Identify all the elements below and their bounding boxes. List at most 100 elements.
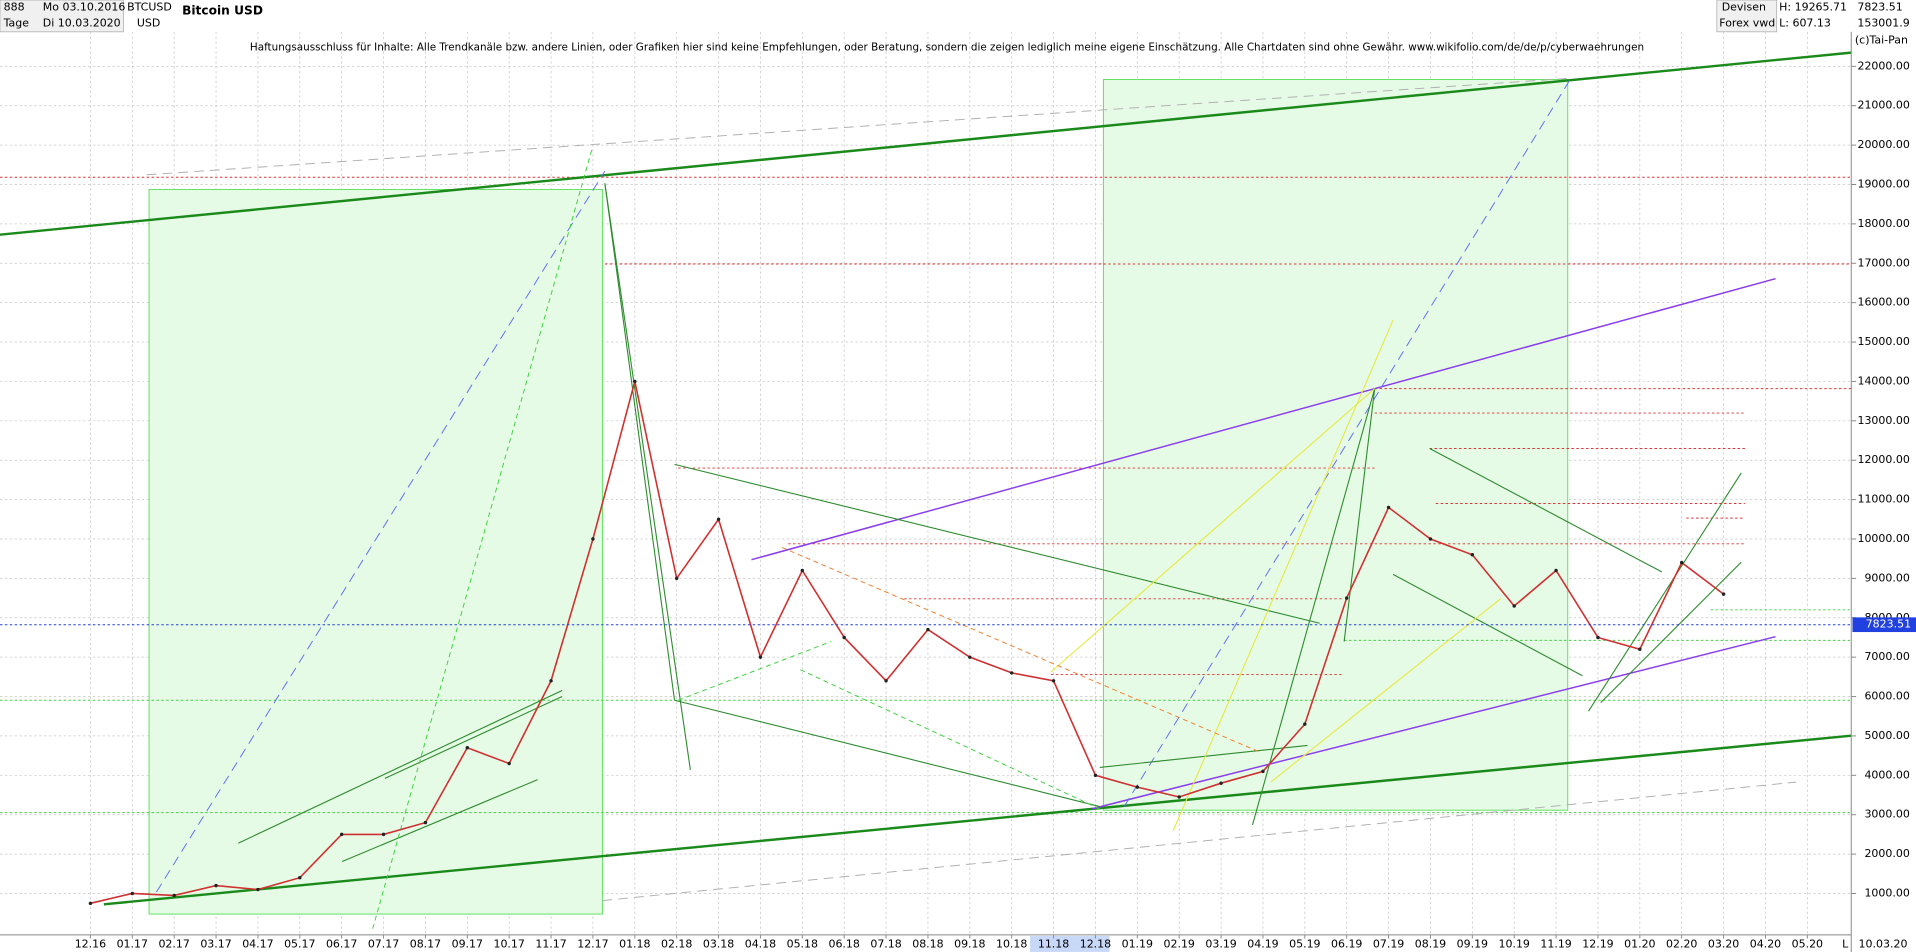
price-point	[423, 820, 428, 825]
y-tick-label: 17000.00	[1857, 256, 1909, 269]
x-tick-label: 03.19	[1205, 938, 1236, 951]
price-point	[1344, 596, 1349, 600]
x-tick-label: 04.19	[1247, 938, 1278, 951]
x-tick-label: 03.20	[1708, 938, 1739, 951]
price-point	[256, 887, 260, 892]
price-point	[1679, 560, 1684, 565]
trend-lines	[0, 51, 1852, 929]
period: Tage	[3, 16, 30, 29]
price-point	[1596, 635, 1600, 640]
x-tick-label: 01.18	[619, 938, 650, 951]
source: Forex vwd	[1719, 16, 1775, 29]
price-point	[884, 679, 888, 683]
x-tick-label: 11.19	[1540, 938, 1571, 951]
x-tick-label: 12.18	[1080, 938, 1111, 951]
x-tick-label: 10.17	[493, 938, 524, 951]
price-point	[674, 576, 679, 581]
x-tick-label: 08.19	[1415, 938, 1446, 951]
price-point	[1135, 785, 1140, 789]
x-tick-label: 09.17	[452, 938, 483, 951]
x-tick-label: 08.18	[912, 938, 943, 951]
price-point	[172, 893, 176, 898]
x-tick-label: 05.18	[787, 938, 818, 951]
header-box	[0, 0, 124, 33]
x-tick-label: 04.20	[1750, 938, 1781, 951]
x-tick-label: 06.17	[326, 938, 357, 951]
y-tick-label: 9000.00	[1864, 571, 1909, 584]
price-point	[214, 883, 218, 888]
y-tick-label: 18000.00	[1857, 217, 1909, 230]
y-tick-label: 6000.00	[1864, 690, 1909, 703]
annotation: Haftungsausschluss für Inhalte: Alle Tre…	[250, 42, 1644, 54]
price-point	[465, 746, 470, 750]
x-tick-label: 11.17	[535, 938, 566, 951]
price-point	[1303, 722, 1307, 726]
x-tick-label: 02.20	[1666, 938, 1697, 951]
x-tick-label: 12.16	[75, 938, 106, 951]
y-tick-label: 21000.00	[1857, 99, 1909, 112]
y-tick-label: 12000.00	[1857, 453, 1909, 466]
price-point	[1638, 647, 1642, 651]
x-tick-label: 07.17	[368, 938, 399, 951]
date-from: Mo 03.10.2016	[43, 0, 126, 13]
price-point	[758, 655, 763, 659]
price-point	[633, 379, 637, 384]
last-value: 7823.51	[1857, 0, 1902, 13]
price-point	[968, 655, 972, 659]
x-tick-label: 02.19	[1163, 938, 1194, 951]
price-point	[298, 876, 302, 880]
x-tick-label: 01.17	[117, 938, 148, 951]
date-to: Di 10.03.2020	[43, 16, 121, 29]
currency: USD	[137, 16, 160, 29]
x-tick-label: 12.19	[1582, 938, 1613, 951]
price-point	[1428, 537, 1433, 541]
y-tick-label: 5000.00	[1864, 729, 1909, 742]
x-tick-label: 02.17	[158, 938, 189, 951]
high: H: 19265.71	[1779, 0, 1847, 13]
price-point	[1051, 679, 1056, 683]
x-tick-label: 08.17	[410, 938, 441, 951]
header-bg	[0, 0, 1916, 32]
x-tick-label: 10.19	[1498, 938, 1529, 951]
price-point	[1512, 604, 1516, 608]
y-tick-label: 2000.00	[1864, 847, 1909, 860]
y-tick-label: 4000.00	[1864, 768, 1909, 781]
header-box	[1716, 0, 1778, 33]
y-tick-label: 16000.00	[1857, 296, 1909, 309]
levels	[0, 176, 1852, 814]
price-point	[1470, 553, 1475, 557]
x-tick-label: 05.17	[284, 938, 315, 951]
price-point	[339, 832, 344, 837]
last-value-label: 7823.51	[1866, 618, 1911, 631]
price-point	[88, 901, 93, 906]
y-tick-label: 15000.00	[1857, 335, 1909, 348]
y-tick-label: 3000.00	[1864, 808, 1909, 821]
x-tick-label: 10.18	[996, 938, 1027, 951]
price-line	[90, 381, 1725, 905]
price-point	[381, 832, 386, 837]
price-point	[130, 891, 135, 896]
price-point	[1554, 568, 1558, 573]
x-tick-label: 05.20	[1792, 938, 1823, 951]
highlight	[1030, 936, 1110, 952]
last-date: 10.03.20	[1859, 938, 1908, 951]
y-tick-label: 7000.00	[1864, 650, 1909, 663]
axis-mode: L	[1842, 938, 1849, 951]
price-point	[716, 517, 721, 522]
price-point	[1386, 505, 1391, 510]
x-tick-label: 03.17	[200, 938, 231, 951]
x-tick-label: 04.17	[242, 938, 273, 951]
y-tick-label: 1000.00	[1864, 886, 1909, 899]
y-tick-label: 19000.00	[1857, 177, 1909, 190]
volume: 153001.9	[1857, 16, 1909, 29]
symbol: BTCUSD	[127, 0, 172, 13]
price-point	[800, 568, 805, 573]
y-tick-label: 13000.00	[1857, 414, 1909, 427]
last-value-box	[1852, 617, 1916, 633]
low: L: 607.13	[1779, 16, 1831, 29]
chart-id: 888	[4, 0, 25, 13]
price-point	[926, 627, 930, 632]
price-point	[591, 537, 595, 541]
x-tick-label: 04.18	[745, 938, 776, 951]
